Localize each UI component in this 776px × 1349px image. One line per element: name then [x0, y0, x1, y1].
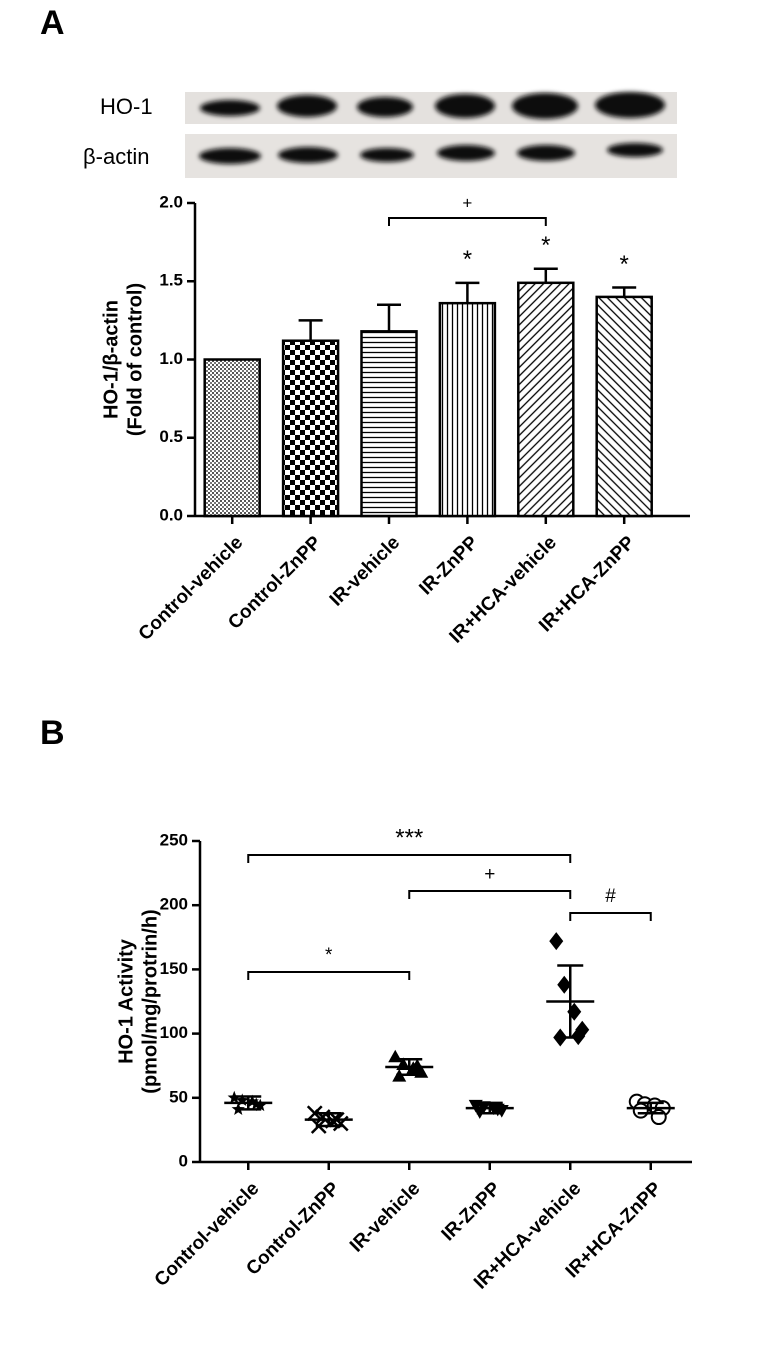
- x-tick-label: IR-ZnPP: [415, 532, 482, 599]
- bracket: [408, 890, 572, 899]
- error-bar: [533, 267, 558, 283]
- y-tick-label: 0.5: [159, 427, 183, 446]
- mean-sd: [626, 1101, 675, 1115]
- data-point: [549, 932, 564, 951]
- y-tick-label: 0.0: [159, 505, 183, 524]
- bar: [438, 301, 497, 518]
- mean-sd: [304, 1111, 353, 1128]
- significance-label: *: [541, 232, 550, 259]
- bracket-label: +: [462, 193, 472, 212]
- panel-label: A: [40, 4, 65, 42]
- bracket-label: +: [484, 864, 495, 885]
- error-bar: [377, 303, 401, 332]
- x-tick-label: IR-vehicle: [326, 532, 404, 610]
- bracket: [569, 912, 652, 921]
- data-point: [253, 1098, 267, 1112]
- x-tick-label: IR-vehicle: [346, 1178, 424, 1256]
- blot-label: β-actin: [83, 144, 149, 169]
- significance-label: *: [463, 246, 472, 273]
- bracket-label: *: [325, 945, 333, 966]
- bar: [203, 358, 261, 518]
- y-tick-label: 250: [160, 830, 188, 849]
- bracket: [388, 217, 547, 226]
- data-point: [632, 1102, 649, 1119]
- y-tick-label: 200: [160, 895, 188, 914]
- bracket-label: ***: [395, 824, 423, 851]
- y-axis-title: HO-1 Activity: [115, 938, 137, 1064]
- data-point: [245, 1094, 259, 1108]
- panel-label: B: [40, 714, 65, 752]
- y-tick-label: 0: [179, 1151, 188, 1170]
- significance-label: *: [620, 251, 629, 278]
- data-point: [227, 1090, 241, 1104]
- y-tick-label: 100: [160, 1023, 188, 1042]
- data-point: [557, 975, 572, 994]
- data-point: [306, 1105, 323, 1122]
- error-bar: [298, 319, 323, 341]
- y-tick-label: 50: [169, 1087, 188, 1106]
- bracket-label: #: [605, 886, 616, 907]
- y-tick-label: 1.5: [159, 271, 183, 290]
- x-tick-label: Control-vehicle: [151, 1178, 264, 1291]
- y-axis-title: (Fold of control): [124, 283, 146, 436]
- bar: [281, 339, 340, 518]
- bar: [595, 295, 653, 518]
- mean-sd: [385, 1058, 434, 1076]
- error-bar: [612, 286, 637, 297]
- bar: [360, 330, 418, 518]
- western-blot: [185, 92, 677, 178]
- mean-sd: [224, 1095, 273, 1111]
- mean-sd: [465, 1101, 514, 1115]
- y-tick-label: 150: [160, 959, 188, 978]
- data-point: [235, 1093, 249, 1107]
- data-point: [571, 1027, 586, 1046]
- y-tick-label: 1.0: [159, 349, 183, 368]
- mean-sd: [546, 964, 595, 1039]
- bracket: [247, 971, 411, 980]
- x-tick-label: Control-vehicle: [135, 532, 248, 645]
- y-axis-title: HO-1/β-actin: [100, 300, 122, 419]
- y-axis-title: (pmol/mg/protrin/h): [139, 909, 161, 1093]
- x-tick-label: IR-ZnPP: [438, 1178, 505, 1245]
- blot-label: HO-1: [100, 94, 153, 119]
- bar: [517, 281, 575, 518]
- bracket: [247, 854, 572, 863]
- error-bar: [455, 281, 480, 304]
- y-tick-label: 2.0: [159, 192, 183, 211]
